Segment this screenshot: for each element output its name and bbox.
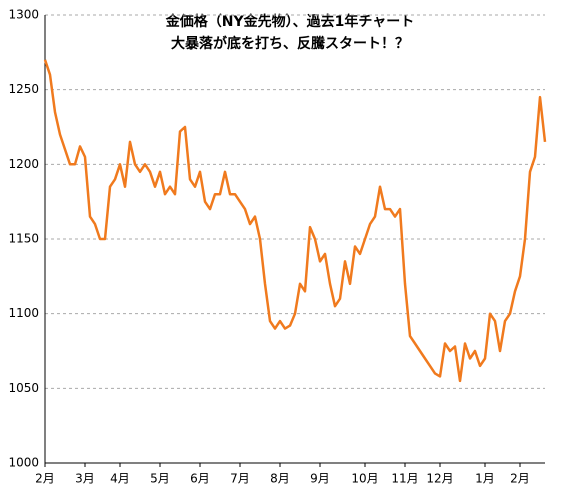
chart-title: 金価格（NY金先物）、過去1年チャート: [165, 13, 414, 30]
x-tick-label: 10月: [351, 472, 378, 486]
x-tick-label: 2月: [35, 472, 55, 486]
y-tick-label: 1100: [8, 306, 39, 320]
x-tick-label: 11月: [391, 472, 418, 486]
y-tick-label: 1200: [8, 157, 39, 171]
y-tick-label: 1300: [8, 8, 39, 22]
price-line: [43, 59, 547, 383]
y-tick-label: 1250: [8, 82, 39, 96]
x-tick-label: 2月: [510, 472, 530, 486]
chart-subtitle: 大暴落が底を打ち、反騰スタート！？: [171, 35, 409, 52]
x-tick-label: 7月: [230, 472, 250, 486]
x-tick-label: 4月: [110, 472, 130, 486]
y-tick-label: 1150: [8, 232, 39, 246]
x-tick-label: 9月: [310, 472, 330, 486]
x-tick-label: 12月: [426, 472, 453, 486]
x-tick-label: 5月: [150, 472, 170, 486]
x-tick-label: 1月: [475, 472, 495, 486]
x-tick-label: 6月: [190, 472, 210, 486]
x-tick-label: 3月: [75, 472, 95, 486]
x-tick-label: 8月: [270, 472, 290, 486]
y-tick-label: 1000: [8, 456, 39, 470]
y-tick-label: 1050: [8, 381, 39, 395]
